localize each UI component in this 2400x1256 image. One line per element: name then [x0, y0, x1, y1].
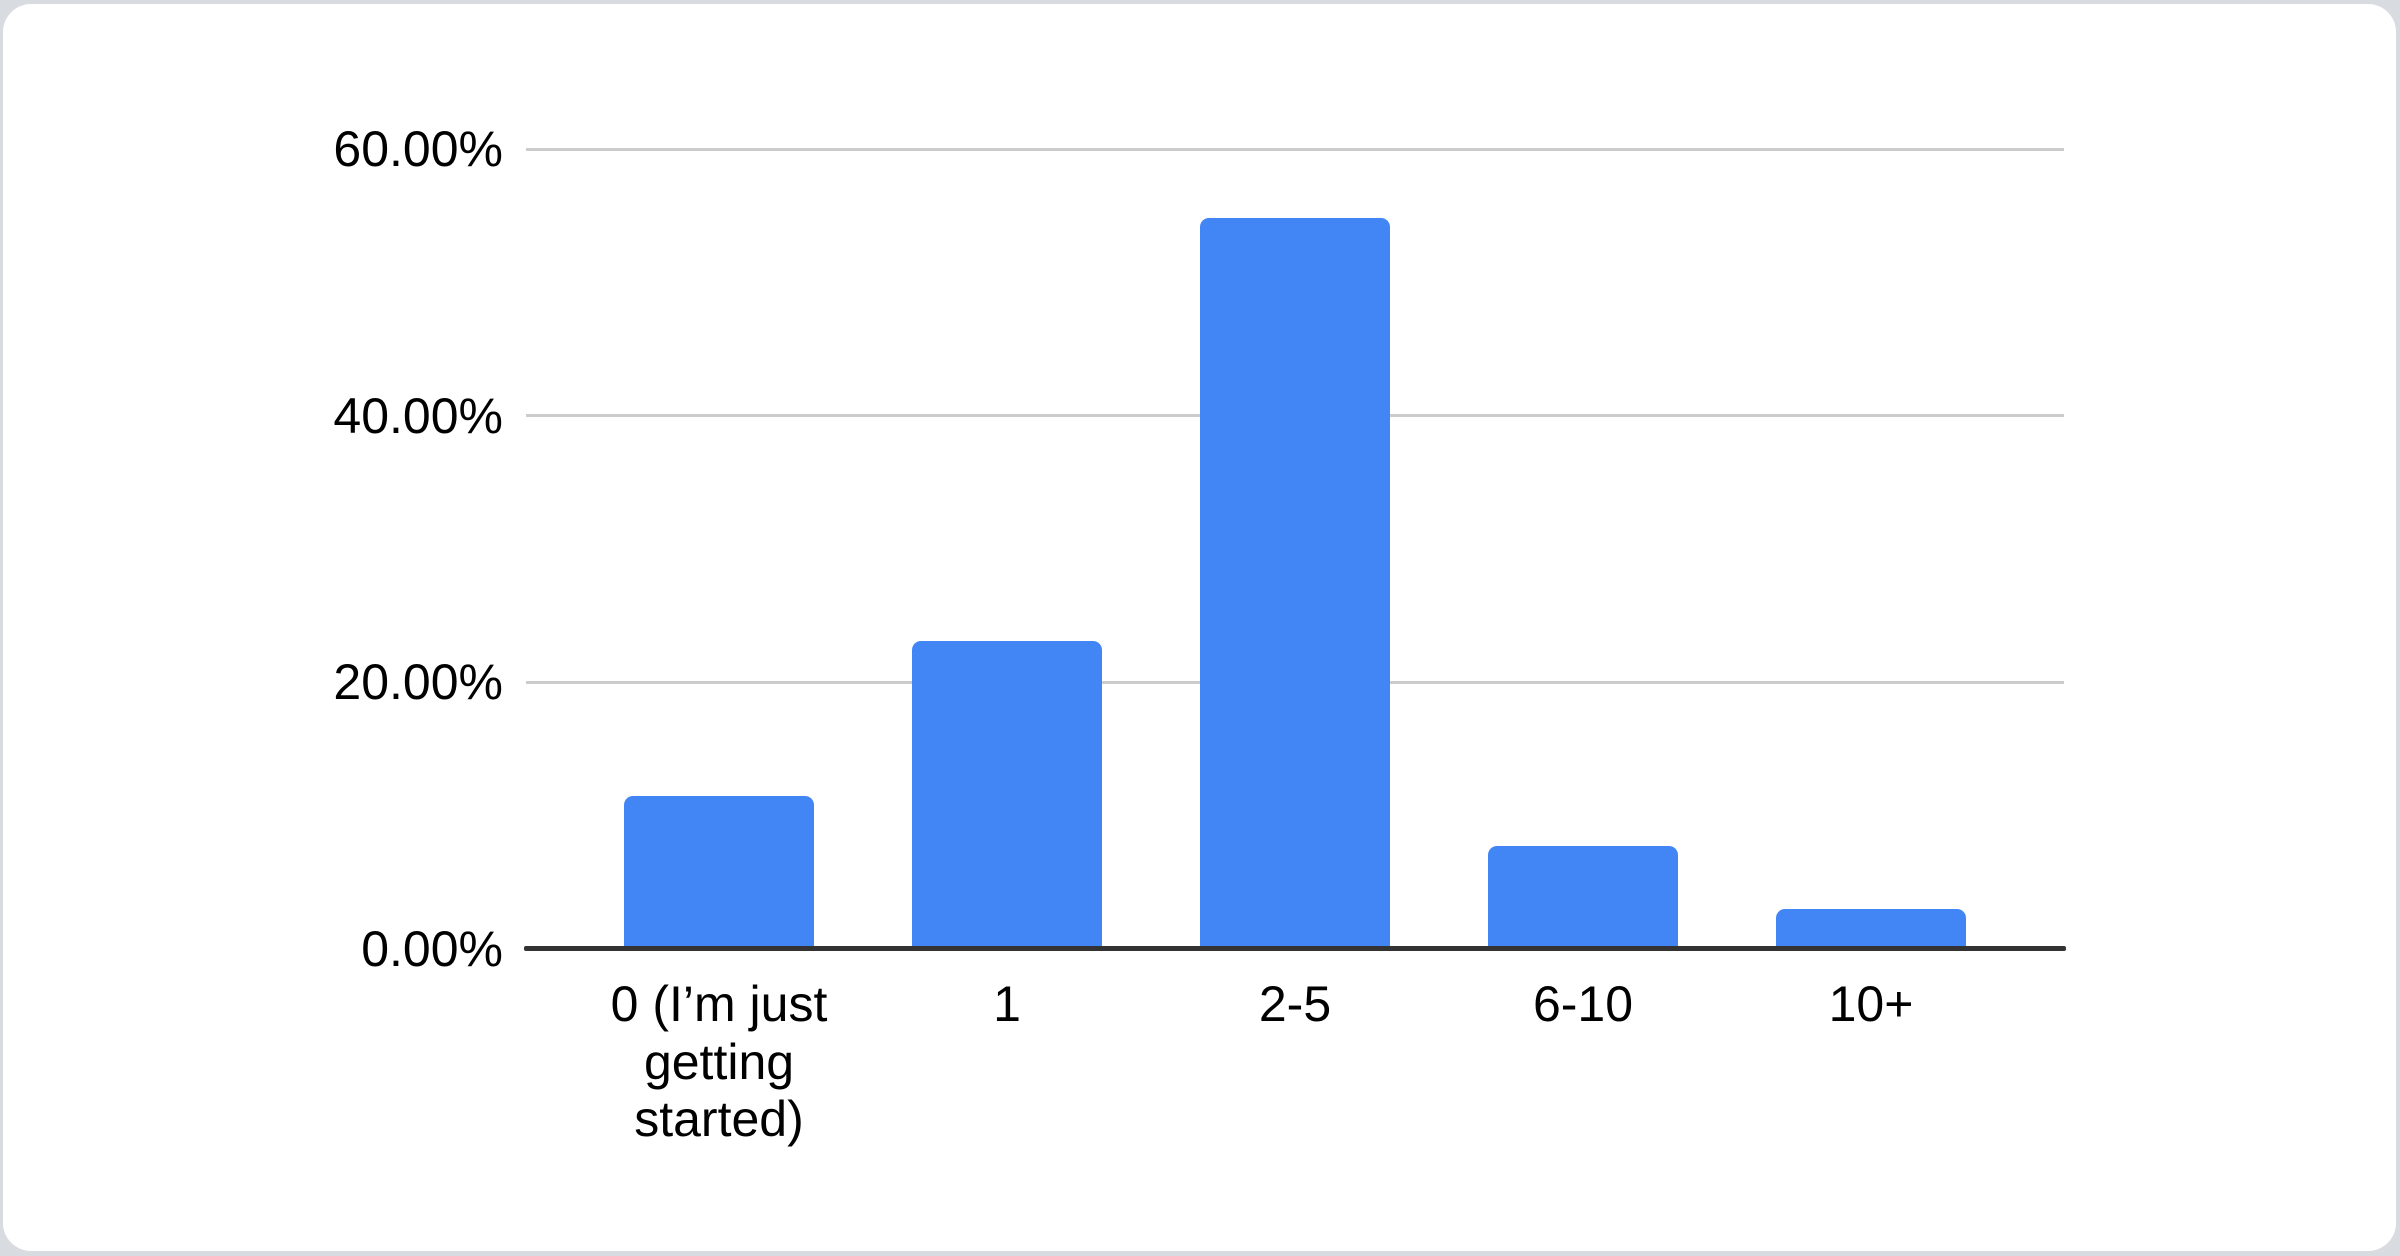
bar-0 (I’m just getting started)[interactable] [624, 795, 814, 949]
x-category-label: 6-10 [1532, 976, 1634, 1032]
bar-10+[interactable] [1776, 909, 1966, 949]
y-tick-label-40: 40.00% [333, 387, 503, 444]
bars-container [526, 149, 2064, 949]
x-category-slot: 0 (I’m just getting started) [611, 976, 828, 1149]
y-tick-label-60: 60.00% [333, 121, 503, 177]
gridline-60 [526, 147, 2064, 151]
x-category-slot: 10+ [1776, 976, 1966, 1149]
bar-1[interactable] [912, 641, 1102, 949]
x-category-label: 1 [993, 976, 1021, 1032]
y-tick-label-0: 0.00% [361, 921, 503, 977]
chart-card: 0.00% 20.00% 40.00% 60.00% 0 (I’m just gett… [3, 4, 2396, 1251]
bar-2-5[interactable] [1200, 218, 1390, 949]
y-axis: 0.00% 20.00% 40.00% 60.00% [3, 124, 503, 974]
plot-area [524, 147, 2066, 951]
x-category-slot: 1 [912, 976, 1102, 1149]
bar-chart: 0.00% 20.00% 40.00% 60.00% 0 (I’m just gett… [3, 4, 2396, 1251]
x-category-slot: 6-10 [1488, 976, 1678, 1149]
y-tick-label-20: 20.00% [333, 654, 503, 711]
x-category-label: 10+ [1828, 976, 1914, 1032]
x-category-slot: 2-5 [1200, 976, 1390, 1149]
x-axis: 0 (I’m just getting started) 1 2-5 6-10 10+ [526, 976, 2064, 1149]
bar-6-10[interactable] [1488, 846, 1678, 949]
x-axis-line [524, 946, 2066, 951]
x-category-label: 2-5 [1258, 976, 1332, 1032]
x-category-label: 0 (I’m just getting started) [610, 976, 828, 1147]
